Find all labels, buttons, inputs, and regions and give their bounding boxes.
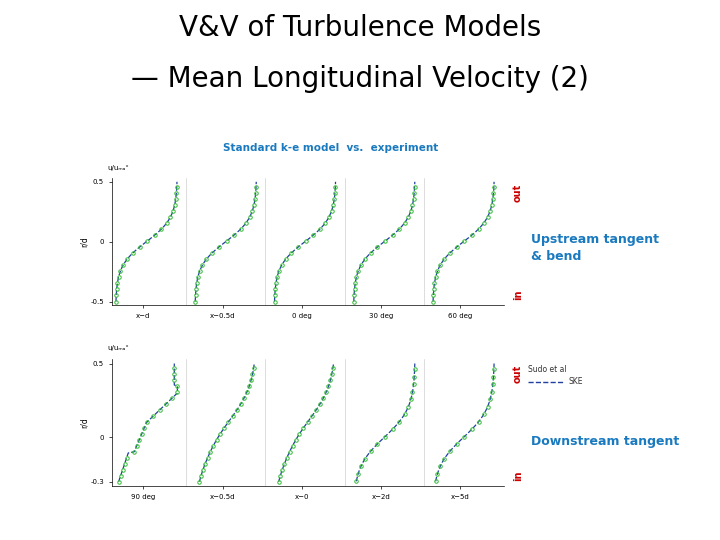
- Y-axis label: r/d: r/d: [80, 237, 89, 247]
- Text: V&V of Turbulence Models: V&V of Turbulence Models: [179, 14, 541, 42]
- Text: — Mean Longitudinal Velocity (2): — Mean Longitudinal Velocity (2): [131, 65, 589, 93]
- Text: in: in: [513, 289, 523, 300]
- Text: SKE: SKE: [568, 377, 582, 386]
- Text: Downstream tangent: Downstream tangent: [531, 435, 679, 448]
- Text: out: out: [513, 364, 523, 383]
- Text: Sudo et al: Sudo et al: [528, 364, 567, 374]
- Text: u/uₘₐˣ: u/uₘₐˣ: [108, 165, 130, 171]
- Text: u/uₘₐˣ: u/uₘₐˣ: [108, 346, 130, 352]
- Text: in: in: [513, 470, 523, 481]
- Text: Standard k-e model  vs.  experiment: Standard k-e model vs. experiment: [223, 143, 438, 153]
- Text: out: out: [513, 184, 523, 202]
- Y-axis label: r/d: r/d: [80, 417, 89, 428]
- Text: Upstream tangent
& bend: Upstream tangent & bend: [531, 233, 659, 263]
